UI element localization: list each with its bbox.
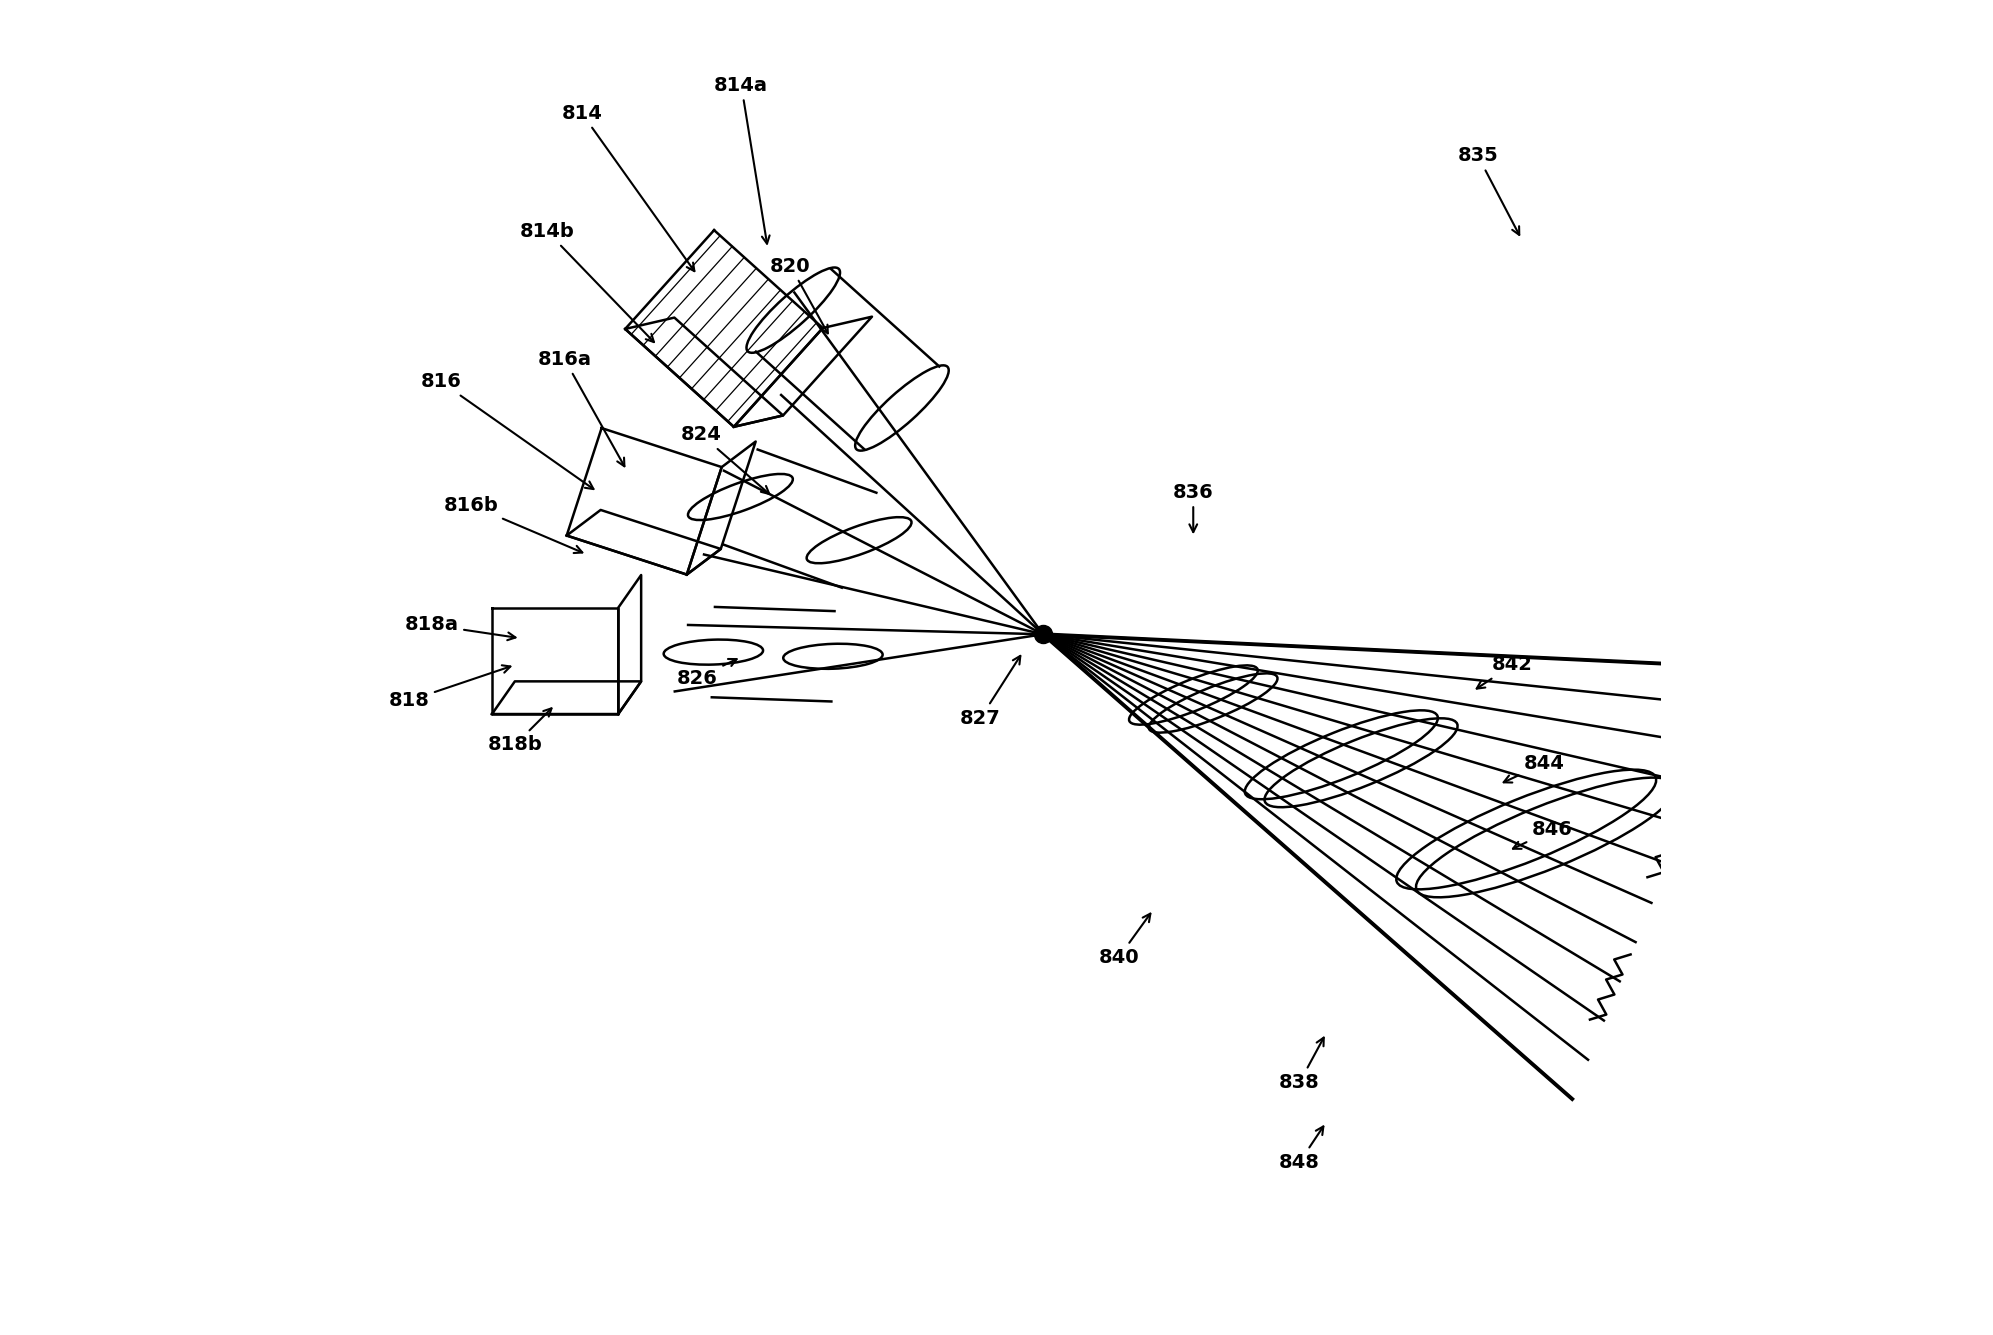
Text: 816b: 816b — [444, 495, 582, 553]
Text: 814b: 814b — [520, 222, 654, 342]
Text: 826: 826 — [678, 659, 737, 688]
Text: 814: 814 — [562, 104, 694, 271]
Text: 814a: 814a — [713, 76, 769, 244]
Text: 844: 844 — [1503, 754, 1565, 782]
Text: 818: 818 — [389, 665, 510, 710]
Text: 818b: 818b — [488, 709, 552, 754]
Text: 824: 824 — [682, 426, 769, 494]
Text: 820: 820 — [769, 256, 827, 334]
Text: 846: 846 — [1513, 820, 1572, 849]
Text: 842: 842 — [1477, 655, 1533, 689]
Text: 848: 848 — [1280, 1127, 1323, 1172]
Text: 840: 840 — [1098, 913, 1150, 967]
Text: 827: 827 — [961, 655, 1020, 728]
Text: 816: 816 — [421, 372, 594, 489]
Text: 816a: 816a — [538, 350, 624, 466]
Text: 836: 836 — [1174, 482, 1214, 533]
Text: 835: 835 — [1457, 146, 1519, 235]
Text: 838: 838 — [1280, 1037, 1323, 1092]
Text: 818a: 818a — [405, 615, 516, 641]
